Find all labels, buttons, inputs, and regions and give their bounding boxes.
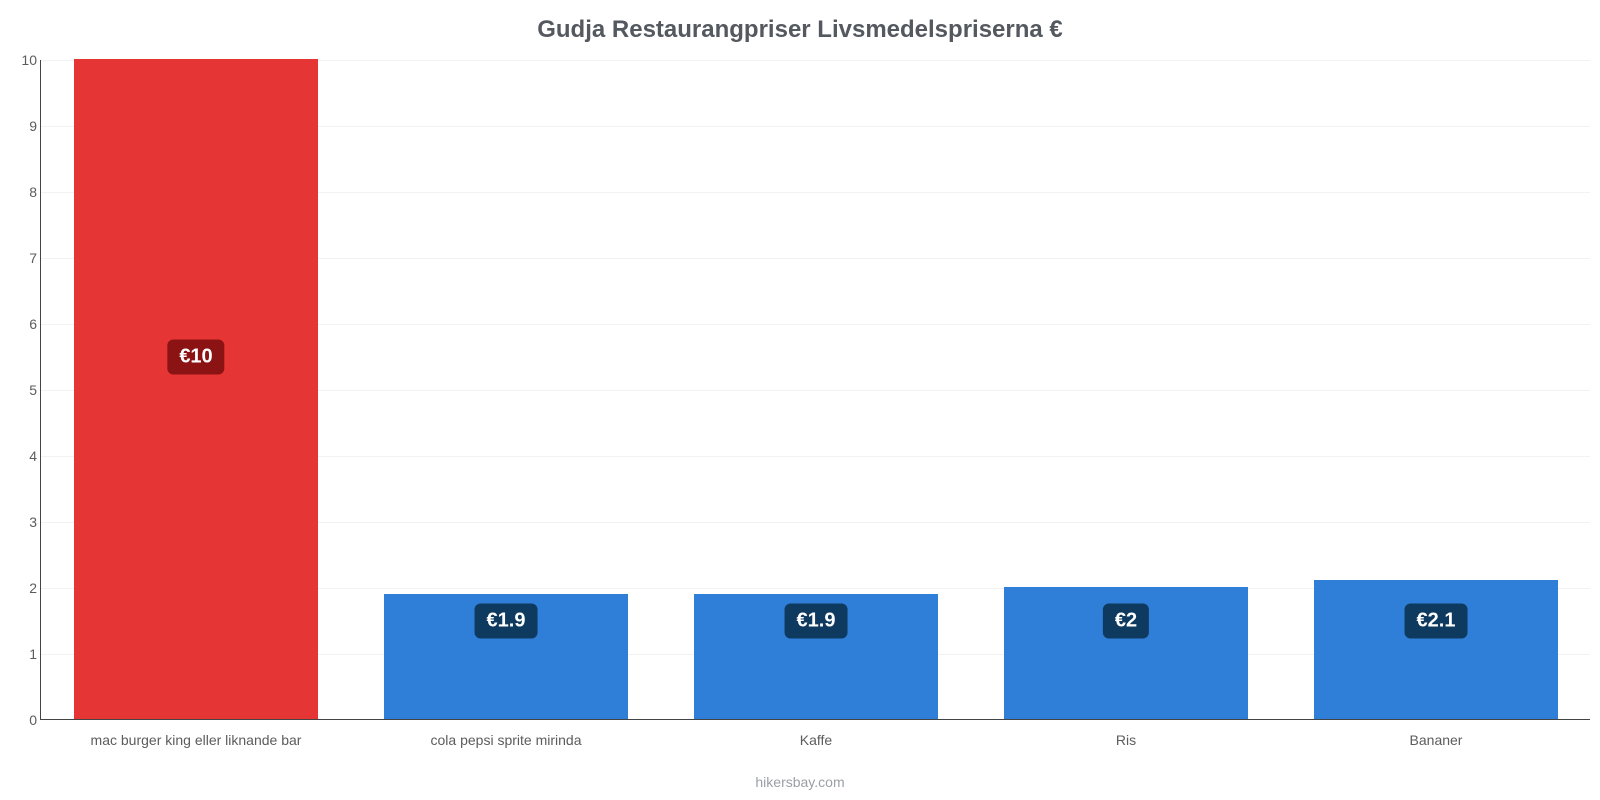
y-tick-label: 10 [11, 52, 37, 68]
chart-credit: hikersbay.com [0, 774, 1600, 790]
x-tick-label: Bananer [1410, 732, 1463, 748]
value-badge: €2 [1103, 604, 1149, 639]
y-tick-label: 6 [11, 316, 37, 332]
value-badge: €1.9 [785, 604, 848, 639]
value-badge: €2.1 [1405, 604, 1468, 639]
x-tick-label: cola pepsi sprite mirinda [431, 732, 582, 748]
bar [1314, 580, 1559, 719]
bar [74, 59, 319, 719]
chart-title: Gudja Restaurangpriser Livsmedelsprisern… [0, 16, 1600, 44]
y-tick-label: 2 [11, 580, 37, 596]
y-tick-label: 1 [11, 646, 37, 662]
x-tick-label: mac burger king eller liknande bar [91, 732, 302, 748]
chart-container: Gudja Restaurangpriser Livsmedelsprisern… [0, 0, 1600, 800]
y-tick-label: 3 [11, 514, 37, 530]
value-badge: €10 [167, 340, 224, 375]
y-tick-label: 7 [11, 250, 37, 266]
y-tick-label: 0 [11, 712, 37, 728]
y-tick-label: 9 [11, 118, 37, 134]
y-tick-label: 8 [11, 184, 37, 200]
value-badge: €1.9 [475, 604, 538, 639]
plot-area: 012345678910€10mac burger king eller lik… [40, 60, 1590, 720]
y-tick-label: 5 [11, 382, 37, 398]
y-tick-label: 4 [11, 448, 37, 464]
x-tick-label: Kaffe [800, 732, 832, 748]
x-tick-label: Ris [1116, 732, 1136, 748]
